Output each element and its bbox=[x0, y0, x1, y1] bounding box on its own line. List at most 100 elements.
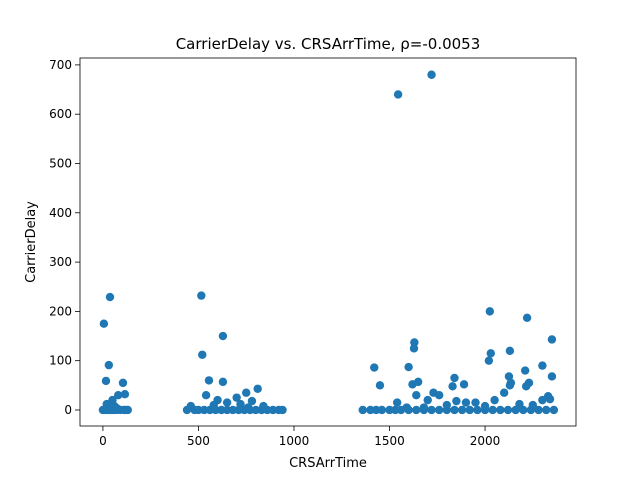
x-tick-label: 0 bbox=[99, 434, 107, 448]
point bbox=[465, 405, 474, 415]
point bbox=[496, 405, 505, 415]
point bbox=[412, 390, 421, 400]
x-tick-label: 1500 bbox=[374, 434, 405, 448]
y-tick-label: 300 bbox=[49, 255, 72, 269]
point bbox=[104, 360, 114, 370]
point bbox=[232, 393, 241, 402]
chart-title: CarrierDelay vs. CRSArrTime, ρ=-0.0053 bbox=[176, 35, 481, 53]
point bbox=[524, 378, 534, 388]
point bbox=[393, 90, 403, 99]
point bbox=[471, 398, 480, 407]
point bbox=[503, 405, 513, 415]
point bbox=[413, 377, 423, 387]
point bbox=[549, 405, 559, 415]
point bbox=[505, 346, 515, 356]
point bbox=[457, 405, 467, 415]
point bbox=[404, 405, 413, 415]
point bbox=[480, 401, 490, 411]
point bbox=[358, 405, 367, 415]
point bbox=[113, 404, 122, 413]
point bbox=[404, 362, 413, 372]
point bbox=[204, 376, 214, 385]
point bbox=[123, 405, 132, 415]
point bbox=[375, 381, 385, 390]
point bbox=[218, 331, 228, 341]
y-tick-label: 0 bbox=[64, 403, 72, 417]
point bbox=[101, 376, 111, 386]
point bbox=[434, 405, 444, 415]
point bbox=[427, 70, 436, 79]
point bbox=[520, 366, 530, 375]
y-tick-label: 700 bbox=[49, 58, 72, 72]
point bbox=[253, 384, 262, 393]
point bbox=[485, 307, 495, 316]
y-tick-label: 100 bbox=[49, 354, 72, 368]
point bbox=[538, 361, 547, 370]
y-tick-label: 200 bbox=[49, 304, 72, 318]
point bbox=[120, 390, 130, 399]
point bbox=[484, 356, 494, 365]
point bbox=[243, 403, 253, 412]
x-axis-label: CRSArrTime bbox=[289, 456, 367, 471]
point bbox=[547, 335, 557, 344]
point bbox=[392, 398, 402, 407]
point bbox=[488, 405, 497, 415]
point bbox=[452, 396, 461, 406]
point bbox=[442, 400, 452, 410]
point bbox=[218, 377, 228, 387]
point bbox=[370, 363, 379, 372]
point bbox=[242, 388, 251, 397]
point bbox=[490, 395, 499, 405]
point bbox=[182, 405, 192, 415]
x-tick-label: 1000 bbox=[279, 434, 310, 448]
point bbox=[448, 382, 457, 391]
point bbox=[538, 395, 547, 405]
point bbox=[222, 398, 232, 407]
point bbox=[450, 405, 459, 415]
point bbox=[99, 319, 109, 328]
point bbox=[396, 405, 406, 415]
point bbox=[105, 292, 115, 302]
point bbox=[114, 390, 123, 400]
point bbox=[534, 405, 543, 415]
plot-frame bbox=[79, 57, 577, 427]
point bbox=[499, 388, 509, 397]
point bbox=[247, 396, 257, 406]
point bbox=[505, 381, 515, 390]
point bbox=[434, 390, 444, 400]
point bbox=[541, 405, 551, 415]
y-tick-label: 600 bbox=[49, 107, 72, 121]
point bbox=[118, 378, 128, 388]
x-tick-label: 500 bbox=[187, 434, 210, 448]
point bbox=[419, 403, 429, 412]
point bbox=[522, 313, 532, 322]
point bbox=[259, 401, 268, 411]
point bbox=[486, 349, 495, 358]
point bbox=[450, 373, 459, 383]
point bbox=[423, 395, 432, 405]
y-tick-label: 400 bbox=[49, 206, 72, 220]
point bbox=[459, 380, 469, 389]
point bbox=[201, 390, 211, 400]
point bbox=[198, 350, 207, 359]
point bbox=[412, 405, 421, 415]
point bbox=[105, 403, 114, 412]
point bbox=[461, 398, 471, 407]
point bbox=[427, 405, 436, 415]
point bbox=[209, 400, 218, 410]
point bbox=[409, 344, 419, 353]
x-tick-label: 2000 bbox=[470, 434, 501, 448]
point bbox=[197, 291, 206, 300]
point bbox=[515, 399, 524, 409]
point bbox=[377, 405, 387, 415]
point bbox=[528, 400, 538, 410]
point bbox=[236, 399, 245, 409]
point bbox=[547, 372, 557, 381]
y-axis-label: CarrierDelay bbox=[24, 201, 39, 283]
point bbox=[504, 372, 514, 381]
y-tick-label: 500 bbox=[49, 156, 72, 170]
point bbox=[545, 394, 555, 404]
point bbox=[473, 405, 482, 415]
point bbox=[278, 405, 287, 415]
